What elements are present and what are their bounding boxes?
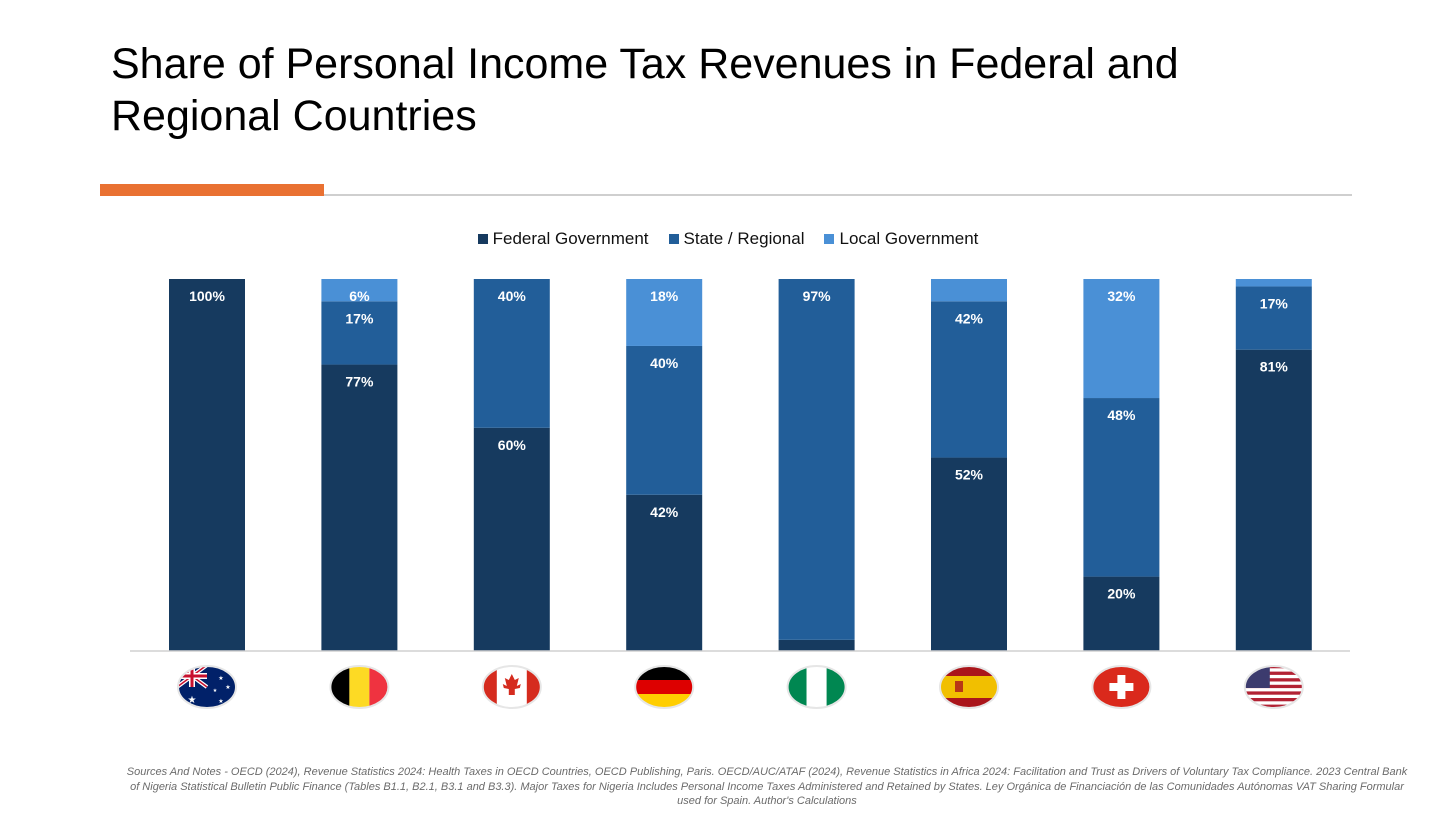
legend-label-local: Local Government: [839, 229, 979, 248]
bar-spain-state-regional: [931, 301, 1007, 458]
data-label-belgium-local-government: 6%: [349, 288, 370, 304]
legend-label-state: State / Regional: [683, 229, 805, 248]
data-label-germany-federal-government: 42%: [650, 504, 679, 520]
australia-flag-icon: ★★★★★: [177, 665, 237, 709]
title-divider: [100, 194, 1352, 196]
usa-flag-icon: [1243, 665, 1304, 709]
data-label-belgium-state-regional: 17%: [345, 310, 374, 326]
data-label-switzerland-federal-government: 20%: [1107, 586, 1136, 602]
data-label-spain-state-regional: 42%: [955, 310, 984, 326]
bar-spain-local-government: [931, 279, 1007, 302]
data-label-germany-state-regional: 40%: [650, 355, 679, 371]
bar-nigeria-state-regional: [778, 279, 855, 640]
bar-switzerland-state-regional: [1083, 398, 1160, 577]
data-label-united-states-federal-government: 81%: [1260, 359, 1289, 375]
bar-united-states-state-regional: [1235, 286, 1312, 350]
svg-text:★: ★: [218, 698, 223, 705]
canada-flag-icon: [481, 665, 542, 709]
bar-nigeria-federal-government: [778, 639, 855, 651]
data-label-nigeria-state-regional: 97%: [803, 288, 832, 304]
legend-label-federal: Federal Government: [492, 229, 649, 248]
legend-item-federal: Federal Government: [477, 229, 649, 249]
legend-swatch-local: [824, 234, 835, 244]
legend-item-state: State / Regional: [668, 229, 805, 249]
germany-flag-icon: [634, 665, 695, 709]
data-label-spain-federal-government: 52%: [955, 467, 984, 483]
belgium-flag-icon: [329, 665, 390, 709]
legend-swatch-federal: [477, 234, 488, 244]
bar-belgium-state-regional: [321, 301, 398, 365]
nigeria-flag-icon: [786, 665, 847, 709]
spain-flag-icon: [939, 665, 999, 709]
bar-germany-local-government: [626, 279, 703, 346]
data-label-united-states-state-regional: 17%: [1260, 295, 1289, 311]
switzerland-flag-icon: [1091, 665, 1152, 709]
data-label-canada-federal-government: 60%: [498, 437, 527, 453]
bar-belgium-local-government: [321, 279, 398, 302]
bar-switzerland-federal-government: [1083, 576, 1160, 651]
svg-text:★: ★: [225, 684, 230, 691]
bar-germany-federal-government: [626, 494, 703, 651]
legend-swatch-state: [668, 234, 679, 244]
data-label-switzerland-state-regional: 48%: [1107, 407, 1136, 423]
legend-item-local: Local Government: [824, 229, 978, 249]
svg-text:★: ★: [188, 695, 197, 706]
bar-united-states-federal-government: [1235, 349, 1312, 651]
data-label-belgium-federal-government: 77%: [345, 374, 374, 390]
bar-germany-state-regional: [626, 345, 703, 495]
bar-united-states-local-government: [1235, 279, 1312, 287]
bar-australia-federal-government: [169, 279, 245, 651]
bar-canada-federal-government: [473, 427, 550, 651]
bar-switzerland-local-government: [1083, 279, 1160, 399]
stacked-bar-chart: 100% 77% 17% 6% 60% 40% 42% 40% 18% 97% 52% 42% 20% 4…: [130, 279, 1350, 709]
svg-text:★: ★: [213, 688, 218, 694]
data-label-canada-state-regional: 40%: [498, 288, 527, 304]
accent-bar: [100, 184, 324, 196]
data-label-australia-federal-government: 100%: [189, 288, 225, 304]
bar-spain-federal-government: [931, 457, 1007, 651]
svg-text:★: ★: [218, 675, 223, 682]
data-label-germany-local-government: 18%: [650, 288, 679, 304]
bar-canada-state-regional: [473, 279, 550, 428]
page-title: Share of Personal Income Tax Revenues in…: [111, 40, 1179, 140]
source-note: Sources And Notes - OECD (2024), Revenue…: [126, 766, 1408, 807]
chart-legend: Federal Government State / Regional Loca…: [0, 229, 1456, 249]
bar-belgium-federal-government: [321, 364, 398, 651]
data-label-switzerland-local-government: 32%: [1107, 288, 1136, 304]
